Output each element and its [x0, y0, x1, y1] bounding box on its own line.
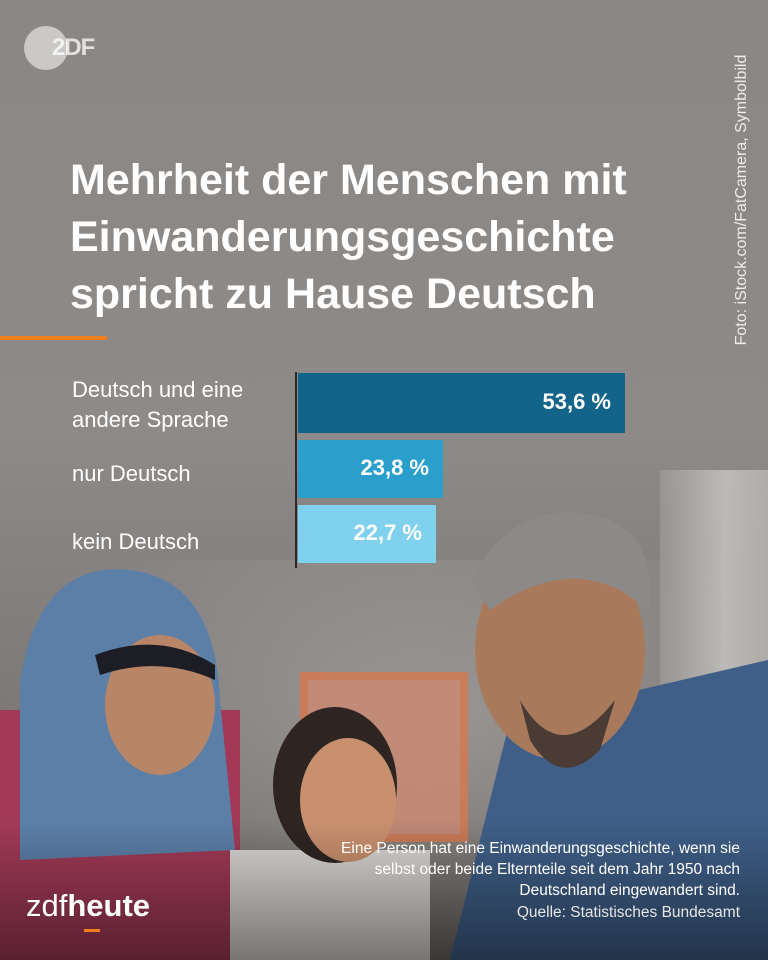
zdfheute-logo: zdfheute [26, 888, 150, 938]
bottom-shade [0, 820, 768, 960]
category-label: Deutsch und eine andere Sprache [72, 377, 244, 432]
bar [298, 440, 443, 498]
zdf-logo-circle [24, 26, 68, 70]
headline: Mehrheit der Menschen mit Einwanderungsg… [70, 156, 627, 318]
bar [298, 373, 625, 433]
zdfheute-logo-accent [84, 929, 100, 932]
category-label: nur Deutsch [72, 461, 191, 486]
photo-man [450, 512, 768, 960]
photo-credit: Foto: iStock.com/FatCamera, Symbolbild [733, 54, 750, 346]
zdf-logo-text: 2DF [52, 34, 95, 61]
bar-value-label: 22,7 % [353, 520, 423, 545]
category-label: kein Deutsch [72, 529, 200, 554]
bar-value-label: 53,6 % [542, 389, 612, 414]
zdfheute-logo-zdf: zdf [26, 888, 68, 923]
zdf-logo: 2DF [24, 26, 104, 70]
footnote: Eine Person hat eine Einwanderungsgeschi… [341, 840, 740, 899]
accent-line [0, 336, 107, 340]
chart-axis-line [295, 372, 297, 568]
zdfheute-logo-heute: heute [67, 888, 151, 923]
bar [298, 505, 436, 563]
bar-value-label: 23,8 % [360, 455, 430, 480]
photo-child [230, 707, 430, 960]
photo-girl-in-headscarf [0, 569, 240, 960]
source-note: Quelle: Statistisches Bundesamt [516, 904, 740, 921]
